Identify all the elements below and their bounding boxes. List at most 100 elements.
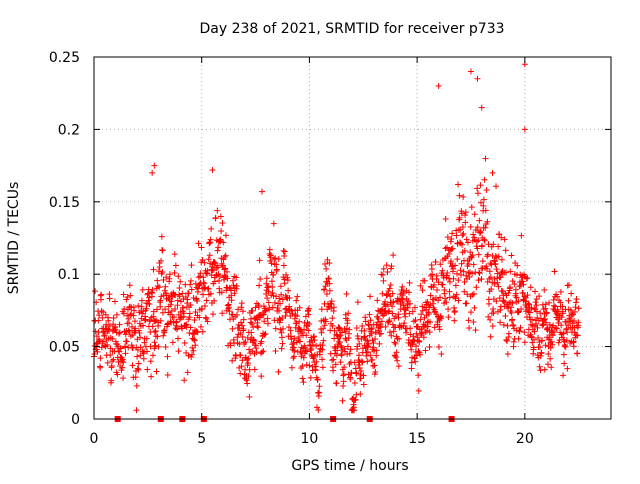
data-point (531, 328, 538, 335)
data-point (469, 252, 476, 259)
data-point (289, 341, 296, 348)
data-point (526, 309, 533, 316)
ticks-layer: 0 5 10 15 20 0 0.05 0.1 0.15 0.2 0.25 (49, 50, 611, 447)
data-point (538, 349, 545, 356)
data-point (185, 352, 192, 359)
data-point (571, 308, 578, 315)
data-point (281, 248, 288, 255)
data-point (406, 289, 413, 296)
data-point (420, 334, 427, 341)
data-point (191, 331, 198, 338)
data-point (524, 274, 531, 281)
data-point (546, 299, 553, 306)
data-point (226, 284, 233, 291)
data-point (328, 298, 335, 305)
data-point (282, 271, 289, 278)
data-point (528, 305, 535, 312)
data-point (385, 308, 392, 315)
data-point (508, 304, 515, 311)
data-point (200, 291, 207, 298)
data-point (319, 356, 326, 363)
data-point (425, 311, 432, 318)
data-point (466, 274, 473, 280)
data-point (353, 370, 360, 377)
data-point (470, 261, 477, 268)
data-point (364, 344, 371, 351)
data-point (244, 380, 251, 387)
data-point (387, 282, 394, 289)
data-point (97, 355, 104, 362)
data-point (456, 192, 463, 199)
data-point (451, 317, 458, 324)
data-point (116, 321, 123, 328)
data-point (487, 260, 494, 267)
data-point (314, 376, 321, 383)
data-point (533, 302, 540, 309)
data-point (571, 317, 578, 324)
data-point (222, 265, 229, 272)
data-point (329, 315, 336, 322)
data-point (455, 277, 462, 284)
data-point (374, 297, 381, 304)
data-point (266, 246, 273, 253)
data-point (258, 373, 265, 380)
data-point (426, 329, 433, 336)
data-point (294, 293, 301, 300)
data-point (310, 334, 317, 341)
data-point (149, 286, 156, 293)
data-point (166, 275, 173, 282)
x-axis-label: GPS time / hours (291, 458, 408, 474)
data-point (563, 337, 570, 344)
data-point (245, 355, 252, 362)
data-point (510, 338, 517, 345)
data-point (393, 349, 400, 356)
data-point (346, 350, 353, 357)
data-point (276, 295, 283, 302)
data-point (549, 332, 556, 339)
data-point (254, 324, 261, 331)
data-point (245, 373, 252, 380)
data-point (505, 330, 512, 337)
data-point (143, 305, 150, 312)
data-point (280, 247, 287, 254)
data-point (144, 366, 151, 373)
data-point (289, 310, 296, 317)
data-point (321, 286, 328, 293)
data-point (170, 313, 177, 320)
data-point (234, 334, 241, 341)
data-point (361, 333, 368, 340)
data-point (419, 287, 426, 294)
data-point (138, 315, 145, 322)
data-point (290, 344, 297, 351)
data-point (126, 328, 133, 335)
data-point (279, 340, 286, 347)
data-point (407, 325, 414, 332)
data-point (259, 348, 266, 355)
data-point (162, 306, 169, 313)
data-point (555, 339, 562, 346)
data-point (467, 249, 474, 256)
data-point (491, 257, 498, 264)
data-point (155, 268, 162, 275)
data-point (325, 303, 332, 310)
data-point (196, 314, 203, 321)
data-point (164, 321, 171, 328)
data-point (130, 344, 137, 351)
data-point (575, 305, 582, 312)
data-point (198, 305, 205, 312)
data-point (504, 351, 511, 358)
data-point (454, 256, 461, 263)
data-point (490, 306, 497, 313)
data-point (285, 287, 292, 294)
data-point (109, 328, 116, 335)
data-point (269, 283, 276, 290)
data-point (502, 313, 509, 320)
data-point (460, 193, 467, 200)
data-point (190, 330, 197, 337)
data-point (344, 317, 351, 324)
data-point (419, 307, 426, 314)
data-point (211, 259, 218, 266)
data-point (476, 269, 483, 276)
data-point (154, 277, 161, 284)
data-point (311, 337, 318, 344)
